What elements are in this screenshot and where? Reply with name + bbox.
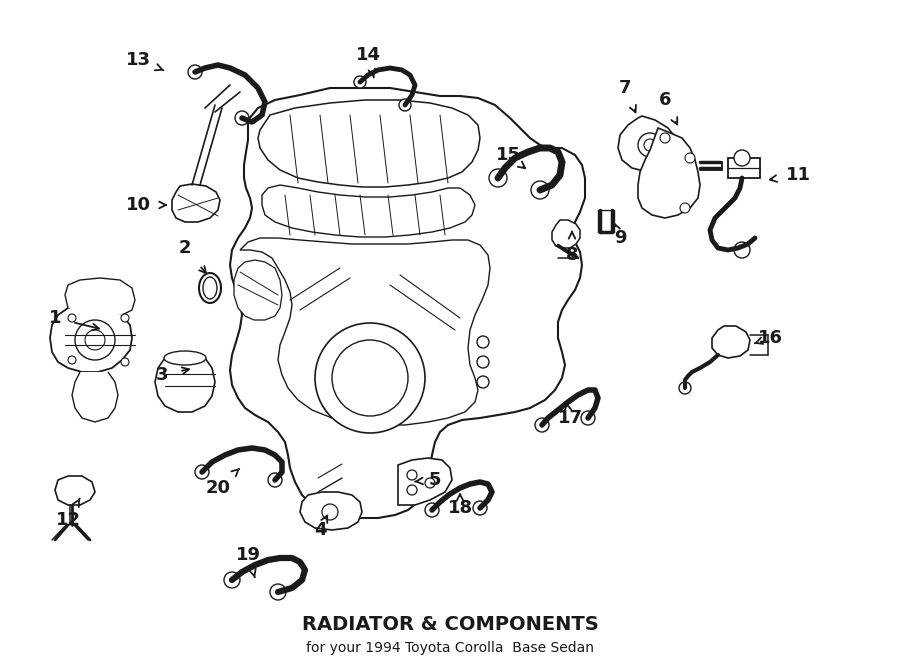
Polygon shape: [172, 184, 220, 222]
Circle shape: [581, 411, 595, 425]
Circle shape: [121, 358, 129, 366]
Circle shape: [685, 153, 695, 163]
Circle shape: [354, 76, 366, 88]
Polygon shape: [65, 278, 135, 315]
Polygon shape: [258, 100, 480, 187]
Circle shape: [75, 320, 115, 360]
Text: 6: 6: [659, 91, 677, 124]
Circle shape: [407, 470, 417, 480]
Text: 16: 16: [754, 329, 782, 347]
Circle shape: [660, 133, 670, 143]
Circle shape: [407, 485, 417, 495]
Circle shape: [477, 336, 489, 348]
Circle shape: [68, 356, 76, 364]
Circle shape: [680, 203, 690, 213]
Text: 10: 10: [125, 196, 166, 214]
Circle shape: [224, 572, 240, 588]
Ellipse shape: [164, 351, 206, 365]
Circle shape: [315, 323, 425, 433]
Circle shape: [425, 503, 439, 517]
Polygon shape: [552, 220, 580, 248]
Polygon shape: [155, 354, 215, 412]
Circle shape: [188, 65, 202, 79]
Text: 7: 7: [619, 79, 636, 113]
Ellipse shape: [199, 273, 221, 303]
Circle shape: [85, 330, 105, 350]
Polygon shape: [300, 492, 362, 530]
Circle shape: [473, 501, 487, 515]
Circle shape: [121, 314, 129, 322]
Circle shape: [531, 181, 549, 199]
Circle shape: [734, 242, 750, 258]
Circle shape: [270, 584, 286, 600]
Text: 18: 18: [447, 495, 473, 517]
Text: 15: 15: [496, 146, 525, 168]
Polygon shape: [55, 476, 95, 505]
Text: 4: 4: [314, 516, 328, 539]
Circle shape: [679, 382, 691, 394]
Circle shape: [322, 504, 338, 520]
Text: RADIATOR & COMPONENTS: RADIATOR & COMPONENTS: [302, 616, 598, 634]
Polygon shape: [712, 326, 750, 358]
Circle shape: [68, 314, 76, 322]
Text: 17: 17: [557, 404, 582, 427]
Text: 19: 19: [236, 546, 260, 577]
Polygon shape: [728, 158, 760, 178]
Polygon shape: [638, 128, 700, 218]
Polygon shape: [50, 305, 132, 372]
Circle shape: [477, 376, 489, 388]
Text: 14: 14: [356, 46, 381, 77]
Text: 1: 1: [49, 309, 99, 330]
Circle shape: [399, 99, 411, 111]
Text: for your 1994 Toyota Corolla  Base Sedan: for your 1994 Toyota Corolla Base Sedan: [306, 641, 594, 655]
Circle shape: [477, 356, 489, 368]
Ellipse shape: [203, 277, 217, 299]
Text: 20: 20: [205, 469, 239, 497]
Text: 3: 3: [156, 366, 189, 384]
Circle shape: [638, 133, 662, 157]
Circle shape: [535, 418, 549, 432]
Circle shape: [235, 111, 249, 125]
Text: 12: 12: [56, 498, 80, 529]
Circle shape: [195, 465, 209, 479]
Polygon shape: [618, 116, 678, 172]
Text: 5: 5: [415, 471, 441, 489]
Polygon shape: [262, 185, 475, 237]
Text: 9: 9: [614, 224, 626, 247]
Polygon shape: [72, 372, 118, 422]
Polygon shape: [234, 260, 282, 320]
Text: 2: 2: [179, 239, 206, 273]
Circle shape: [489, 169, 507, 187]
Circle shape: [734, 150, 750, 166]
Circle shape: [332, 340, 408, 416]
Circle shape: [425, 478, 435, 488]
Text: 8: 8: [566, 232, 579, 264]
Text: 13: 13: [125, 51, 164, 70]
Polygon shape: [240, 238, 490, 425]
Circle shape: [644, 139, 656, 151]
Circle shape: [268, 473, 282, 487]
Polygon shape: [230, 88, 585, 518]
Text: 11: 11: [770, 166, 811, 184]
Polygon shape: [398, 458, 452, 505]
